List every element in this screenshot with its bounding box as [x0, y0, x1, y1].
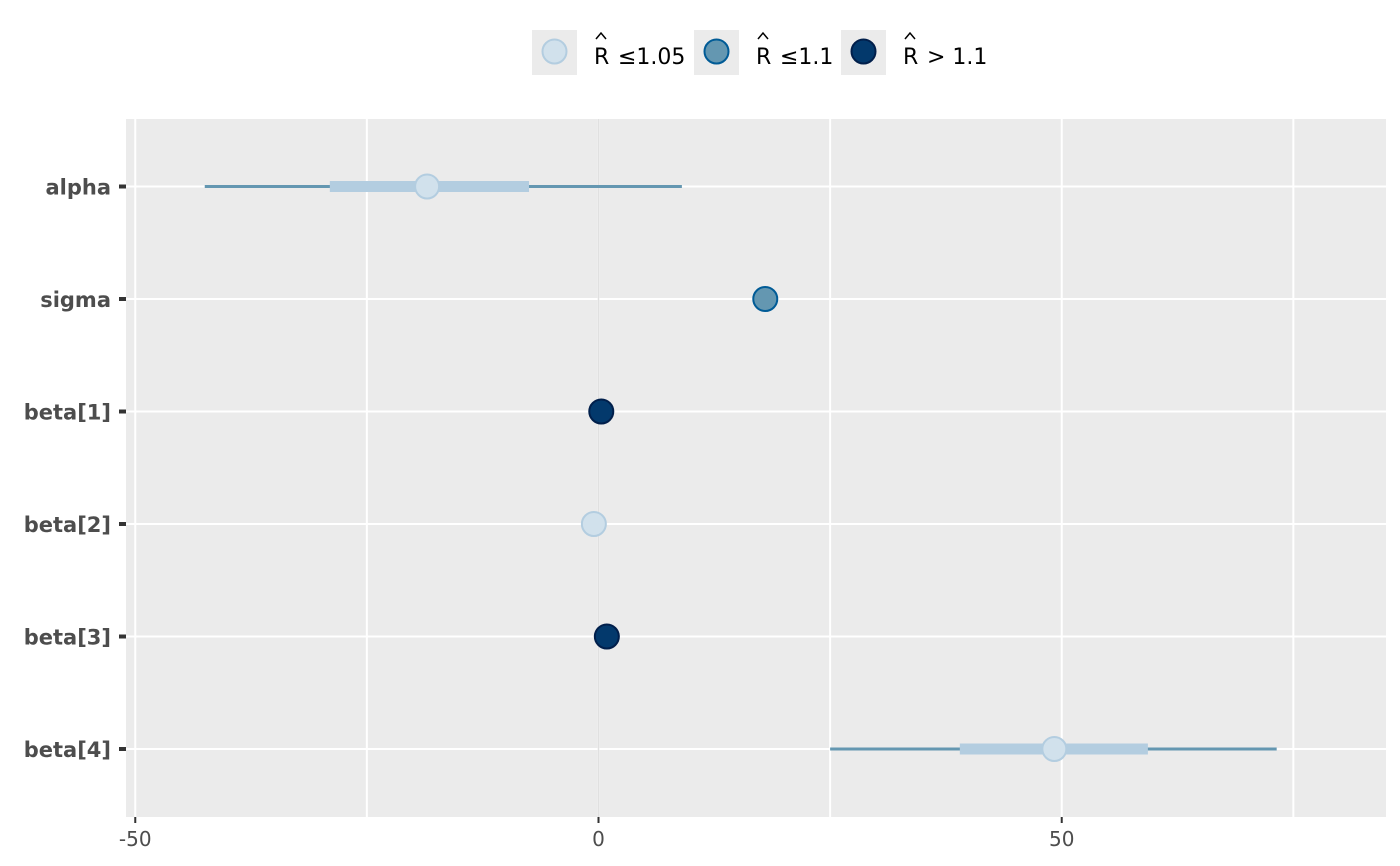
- legend-swatch: [703, 38, 730, 65]
- legend-symbol: R: [594, 45, 609, 70]
- y-tick-label: sigma: [40, 288, 111, 312]
- data-marks: [204, 173, 1277, 762]
- param-mark-beta[2]: [580, 511, 607, 537]
- legend-swatch: [850, 38, 877, 65]
- y-tick-label: beta[2]: [24, 513, 111, 537]
- legend-label: > 1.1: [927, 45, 987, 70]
- legend: R ≤1.05 R ≤1.1 R > 1.1: [532, 30, 987, 75]
- legend-label: ≤1.1: [780, 45, 833, 70]
- point-estimate: [1041, 736, 1068, 762]
- x-tick-label: 0: [592, 827, 605, 851]
- y-tick-label: beta[1]: [24, 401, 111, 425]
- x-axis: -50 0 50: [119, 817, 1074, 851]
- x-tick-label: -50: [119, 827, 152, 851]
- point-estimate: [593, 623, 620, 650]
- legend-swatch: [541, 38, 568, 65]
- hat-accent: [595, 31, 607, 40]
- legend-item-high: R > 1.1: [841, 30, 987, 75]
- param-mark-alpha: [204, 173, 682, 200]
- hat-accent: [757, 31, 769, 40]
- point-estimate: [414, 173, 441, 200]
- y-tick-label: beta[3]: [24, 626, 111, 650]
- point-estimate: [580, 511, 607, 537]
- point-estimate: [752, 286, 779, 312]
- param-mark-beta[3]: [593, 623, 620, 650]
- legend-item-mid: R ≤1.1: [694, 30, 833, 75]
- hat-accent: [904, 31, 916, 40]
- legend-label: ≤1.05: [618, 45, 685, 70]
- legend-item-low: R ≤1.05: [532, 30, 685, 75]
- plot-panel: [126, 119, 1386, 817]
- param-mark-beta[1]: [588, 398, 615, 425]
- legend-symbol: R: [903, 45, 918, 70]
- y-tick-label: alpha: [45, 176, 111, 200]
- point-estimate: [588, 398, 615, 425]
- param-mark-sigma: [752, 286, 779, 312]
- y-tick-label: beta[4]: [24, 738, 111, 762]
- y-axis: alpha sigma beta[1] beta[2] beta[3] beta[4]: [24, 176, 126, 762]
- param-mark-beta[4]: [830, 736, 1277, 762]
- x-tick-label: 50: [1049, 827, 1074, 851]
- legend-symbol: R: [756, 45, 771, 70]
